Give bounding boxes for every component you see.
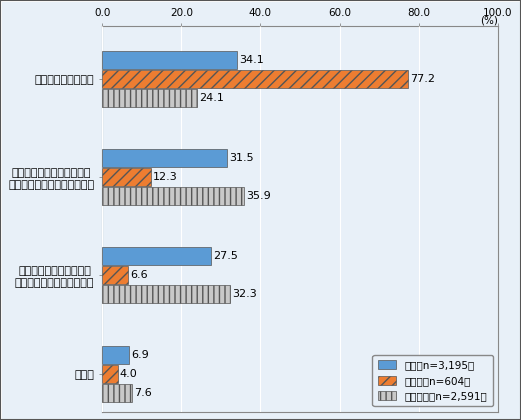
Text: 12.3: 12.3 <box>153 172 178 182</box>
Bar <box>102 286 230 304</box>
Bar <box>102 51 237 69</box>
Text: 4.0: 4.0 <box>120 369 138 378</box>
Text: 6.6: 6.6 <box>130 270 148 281</box>
Text: 27.5: 27.5 <box>213 252 238 261</box>
Text: 7.6: 7.6 <box>134 388 152 398</box>
Text: 34.1: 34.1 <box>239 55 264 65</box>
Bar <box>102 70 407 88</box>
Text: 32.3: 32.3 <box>232 289 257 299</box>
Bar <box>102 168 151 186</box>
Text: 6.9: 6.9 <box>131 349 149 360</box>
Bar <box>102 346 129 364</box>
Bar <box>102 187 244 205</box>
Bar <box>102 149 227 167</box>
Bar <box>102 247 211 265</box>
Bar <box>102 89 197 107</box>
Text: 31.5: 31.5 <box>229 153 253 163</box>
Legend: 全体（n=3,195）, 大企業（n=604）, 中小企業（n=2,591）: 全体（n=3,195）, 大企業（n=604）, 中小企業（n=2,591） <box>373 355 493 407</box>
Bar <box>102 383 132 402</box>
Text: 35.9: 35.9 <box>246 191 271 201</box>
Bar <box>102 365 118 383</box>
Bar <box>102 266 128 284</box>
Text: 24.1: 24.1 <box>200 93 225 103</box>
Text: (%): (%) <box>480 16 498 26</box>
Text: 77.2: 77.2 <box>410 74 435 84</box>
